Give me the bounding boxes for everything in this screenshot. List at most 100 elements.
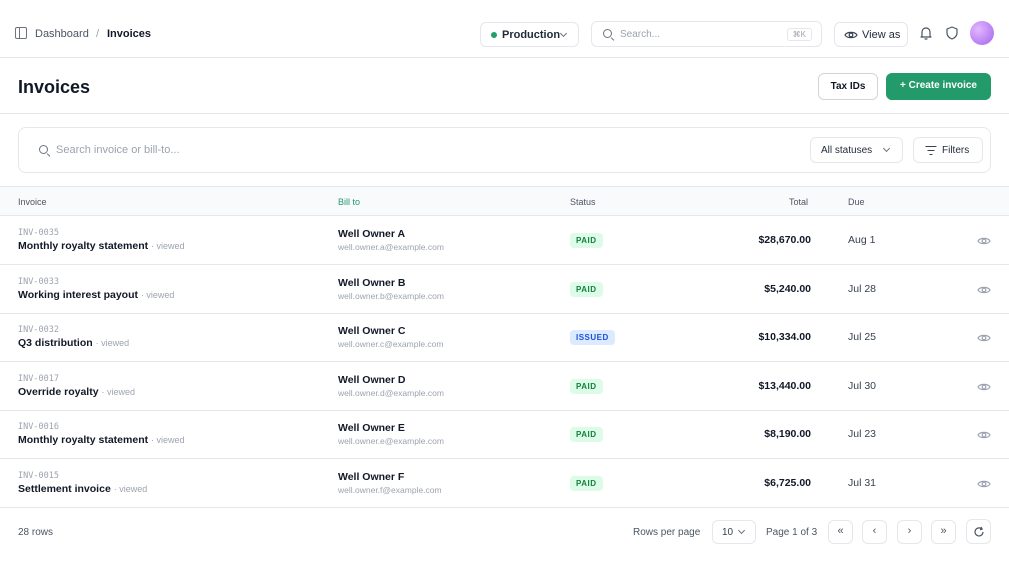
next-page-button[interactable]: › bbox=[897, 520, 922, 544]
viewed-label: · viewed bbox=[151, 435, 185, 445]
invoice-description[interactable]: Monthly royalty statement · viewed bbox=[18, 240, 185, 253]
view-as-label: View as bbox=[862, 29, 901, 41]
invoice-description[interactable]: Monthly royalty statement · viewed bbox=[18, 434, 185, 447]
table-row[interactable]: INV-0016 Monthly royalty statement · view… bbox=[0, 410, 1009, 459]
tax-ids-button[interactable]: Tax IDs bbox=[818, 73, 878, 100]
eye-icon[interactable] bbox=[977, 284, 991, 294]
invoice-description-text: Monthly royalty statement bbox=[18, 434, 149, 446]
refresh-button[interactable] bbox=[966, 519, 991, 544]
column-header-due[interactable]: Due bbox=[848, 197, 865, 207]
breadcrumb-current: Invoices bbox=[107, 28, 152, 40]
invoice-description[interactable]: Settlement invoice · viewed bbox=[18, 483, 147, 496]
search-icon bbox=[39, 145, 48, 154]
chevron-down-icon bbox=[737, 526, 746, 535]
invoice-total: $6,725.00 bbox=[764, 476, 811, 489]
chevron-down-icon bbox=[559, 29, 568, 38]
page-info: Page 1 of 3 bbox=[766, 527, 818, 538]
status-filter-label: All statuses bbox=[821, 145, 873, 156]
invoice-description[interactable]: Override royalty · viewed bbox=[18, 386, 135, 399]
column-header-bill-to[interactable]: Bill to bbox=[338, 197, 361, 207]
invoice-description-text: Override royalty bbox=[18, 385, 99, 398]
invoice-description[interactable]: Working interest payout · viewed bbox=[18, 289, 174, 302]
environment-select[interactable]: Production bbox=[480, 22, 579, 47]
invoice-number[interactable]: INV-0032 bbox=[18, 325, 59, 335]
global-search-input[interactable]: Search... ⌘K bbox=[591, 21, 822, 47]
row-count: 28 rows bbox=[18, 527, 54, 538]
column-header-status[interactable]: Status bbox=[570, 197, 596, 207]
status-badge: ISSUED bbox=[570, 330, 615, 345]
invoice-description-text: Working interest payout bbox=[18, 288, 138, 301]
bill-to-name: Well Owner D bbox=[338, 373, 406, 386]
create-invoice-button[interactable]: + Create invoice bbox=[886, 73, 991, 100]
search-shortcut: ⌘K bbox=[786, 28, 812, 41]
table-row[interactable]: INV-0032 Q3 distribution · viewed Well Own… bbox=[0, 313, 1009, 362]
viewed-label: · viewed bbox=[140, 289, 175, 300]
invoice-due-date: Jul 25 bbox=[848, 331, 877, 343]
filter-bar: All statuses Filters bbox=[18, 127, 991, 173]
invoice-number[interactable]: INV-0035 bbox=[18, 228, 59, 238]
view-as-button[interactable]: View as bbox=[834, 22, 908, 47]
sidebar-toggle-icon[interactable] bbox=[15, 27, 27, 39]
invoice-search-input[interactable] bbox=[56, 140, 456, 160]
breadcrumb-dashboard[interactable]: Dashboard bbox=[35, 28, 89, 40]
invoice-due-date: Jul 23 bbox=[848, 428, 877, 440]
eye-icon[interactable] bbox=[977, 235, 991, 245]
status-badge: PAID bbox=[570, 475, 603, 491]
avatar[interactable] bbox=[970, 21, 994, 45]
last-page-button[interactable]: » bbox=[931, 520, 956, 544]
bill-to-email: well.owner.a@example.com bbox=[338, 242, 444, 252]
bill-to-email: well.owner.c@example.com bbox=[338, 339, 444, 349]
search-placeholder: Search... bbox=[620, 29, 661, 40]
eye-icon[interactable] bbox=[977, 429, 991, 439]
shield-icon[interactable] bbox=[944, 25, 960, 41]
invoice-description-text: Monthly royalty statement bbox=[18, 240, 149, 252]
invoice-total: $28,670.00 bbox=[758, 234, 811, 246]
table-header: Invoice Bill to Status Total Due bbox=[0, 186, 1009, 216]
invoice-description[interactable]: Q3 distribution · viewed bbox=[18, 337, 129, 350]
table-row[interactable]: INV-0017 Override royalty · viewed Well Ow… bbox=[0, 362, 1009, 411]
column-header-total[interactable]: Total bbox=[789, 197, 809, 207]
bill-to-name: Well Owner F bbox=[338, 470, 405, 483]
bill-to-email: well.owner.f@example.com bbox=[338, 484, 442, 495]
eye-icon[interactable] bbox=[977, 332, 991, 342]
invoice-number[interactable]: INV-0017 bbox=[18, 373, 59, 384]
bell-icon[interactable] bbox=[918, 25, 934, 41]
invoice-number[interactable]: INV-0033 bbox=[18, 276, 59, 287]
eye-icon[interactable] bbox=[977, 381, 991, 391]
eye-icon bbox=[844, 30, 858, 40]
eye-icon[interactable] bbox=[977, 478, 991, 488]
table-row[interactable]: INV-0035 Monthly royalty statement · view… bbox=[0, 216, 1009, 265]
page-title: Invoices bbox=[18, 77, 91, 97]
invoice-total: $5,240.00 bbox=[764, 282, 811, 295]
invoice-total: $13,440.00 bbox=[758, 379, 811, 392]
bill-to-name: Well Owner E bbox=[338, 422, 405, 434]
rows-per-page-label: Rows per page bbox=[633, 527, 701, 538]
status-dot-icon bbox=[491, 32, 497, 38]
status-badge: PAID bbox=[570, 233, 603, 248]
table-row[interactable]: INV-0033 Working interest payout · viewed… bbox=[0, 265, 1009, 314]
filters-label: Filters bbox=[942, 145, 970, 156]
rows-per-page-value: 10 bbox=[722, 527, 734, 538]
first-page-button[interactable]: « bbox=[828, 520, 853, 544]
invoice-due-date: Jul 31 bbox=[848, 476, 877, 489]
chevron-down-icon bbox=[882, 144, 891, 153]
bill-to-email: well.owner.e@example.com bbox=[338, 436, 444, 446]
invoice-total: $10,334.00 bbox=[758, 331, 811, 343]
bill-to-name: Well Owner C bbox=[338, 325, 406, 337]
previous-page-button[interactable]: ‹ bbox=[862, 520, 887, 544]
bill-to-email: well.owner.d@example.com bbox=[338, 387, 444, 398]
invoice-number[interactable]: INV-0016 bbox=[18, 422, 59, 432]
bill-to-name: Well Owner B bbox=[338, 276, 406, 289]
rows-per-page-select[interactable]: 10 bbox=[712, 520, 756, 544]
invoice-total: $8,190.00 bbox=[764, 428, 811, 440]
breadcrumb-separator: / bbox=[96, 28, 100, 40]
status-filter-select[interactable]: All statuses bbox=[810, 137, 903, 163]
invoice-due-date: Jul 28 bbox=[848, 282, 877, 295]
filters-button[interactable]: Filters bbox=[913, 137, 983, 163]
invoice-description-text: Settlement invoice bbox=[18, 482, 111, 495]
table-row[interactable]: INV-0015 Settlement invoice · viewed Well … bbox=[0, 459, 1009, 508]
bill-to-email: well.owner.b@example.com bbox=[338, 290, 444, 301]
column-header-invoice[interactable]: Invoice bbox=[18, 197, 47, 207]
environment-label: Production bbox=[502, 29, 561, 41]
invoice-number[interactable]: INV-0015 bbox=[18, 470, 59, 481]
